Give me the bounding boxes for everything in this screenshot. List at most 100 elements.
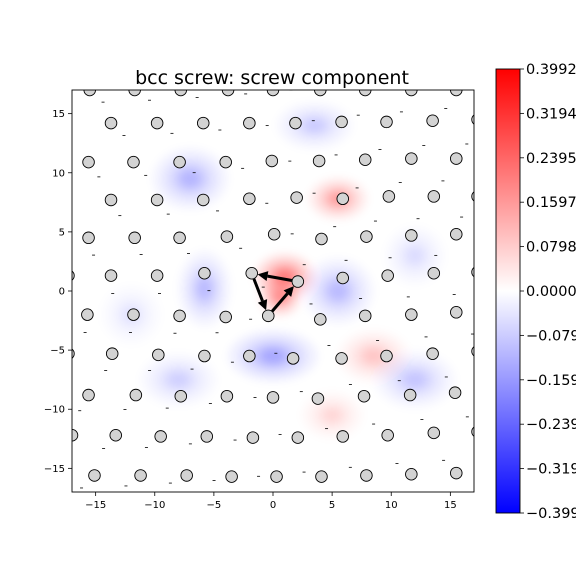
colorbar-tick-label: −0.3992 bbox=[526, 506, 576, 522]
burgers-arrow-shaft bbox=[252, 278, 264, 302]
x-tick-label: −15 bbox=[85, 500, 106, 511]
atom-point bbox=[72, 428, 79, 442]
atom-point bbox=[471, 266, 474, 278]
y-tick-label: −15 bbox=[44, 464, 65, 475]
atom-point bbox=[200, 430, 214, 443]
burgers-arrow-shaft bbox=[267, 274, 293, 282]
burgers-arrow bbox=[271, 286, 294, 313]
atom-layer bbox=[72, 90, 474, 489]
field-blob-3-3 bbox=[179, 170, 201, 188]
field-blob-5-3 bbox=[197, 278, 212, 300]
field-blob-6-3 bbox=[328, 281, 348, 301]
atom-point bbox=[221, 90, 235, 97]
colorbar-tick-label: 0.2395 bbox=[526, 151, 576, 167]
atom-point bbox=[154, 430, 167, 443]
atom-point bbox=[380, 115, 393, 129]
colorbar: 0.3992 0.3194 0.2395 0.1597 0.0798 0.0000 −0.0… bbox=[495, 62, 576, 522]
x-tick-label: 0 bbox=[270, 500, 276, 511]
burgers-arrow bbox=[252, 278, 268, 311]
atom-point bbox=[104, 116, 118, 130]
atom-point bbox=[291, 275, 305, 288]
atom-point bbox=[426, 114, 439, 127]
field-blob-9-3 bbox=[403, 371, 427, 388]
y-tick-label: 5 bbox=[59, 227, 65, 238]
atom-point bbox=[450, 306, 463, 319]
atom-point bbox=[134, 469, 147, 482]
x-tick-label: −5 bbox=[207, 500, 222, 511]
plot-area: −15 −10 −5 0 5 10 15 −15 −10 −5 0 5 10 15 bbox=[44, 89, 475, 511]
atom-point bbox=[243, 349, 256, 363]
atom-point bbox=[243, 116, 256, 130]
atom-point bbox=[450, 90, 463, 97]
atom-point bbox=[82, 388, 95, 402]
atom-point bbox=[312, 154, 326, 168]
field-blob-11-3 bbox=[323, 408, 341, 422]
atom-point bbox=[220, 230, 234, 243]
atom-point bbox=[405, 308, 418, 321]
atom-point bbox=[315, 232, 328, 246]
atom-point bbox=[266, 90, 280, 97]
atom-point bbox=[72, 348, 75, 359]
field-blob-10-3 bbox=[167, 372, 190, 387]
burgers-arrow-head bbox=[283, 286, 294, 297]
field-blob-7-3 bbox=[260, 348, 286, 364]
atom-point bbox=[266, 391, 280, 404]
atom-point bbox=[82, 231, 95, 245]
colorbar-tick-label: −0.1597 bbox=[526, 373, 576, 389]
atom-point bbox=[360, 469, 373, 482]
atom-point bbox=[245, 267, 258, 280]
y-tick-label: 15 bbox=[52, 109, 65, 120]
colorbar-tick-label: −0.2395 bbox=[526, 417, 576, 433]
colorbar-tick-label: −0.3194 bbox=[526, 462, 576, 478]
atom-point bbox=[358, 309, 372, 323]
atom-point bbox=[219, 310, 232, 324]
atom-point bbox=[83, 90, 96, 97]
y-tick-label: 10 bbox=[52, 168, 65, 179]
atom-point bbox=[291, 431, 305, 444]
atom-point bbox=[448, 386, 462, 399]
colorbar-tick-label: 0.1597 bbox=[526, 195, 576, 211]
burgers-arrow-head bbox=[257, 271, 269, 282]
atom-point bbox=[427, 426, 441, 440]
atom-point bbox=[198, 267, 211, 280]
chart-title: bcc screw: screw component bbox=[135, 67, 409, 89]
atom-point bbox=[336, 271, 350, 285]
atom-point bbox=[471, 114, 474, 125]
colorbar-tick-label: 0.0798 bbox=[526, 240, 576, 256]
atom-point bbox=[174, 389, 188, 403]
atom-point bbox=[405, 468, 418, 481]
atom-point bbox=[382, 190, 396, 203]
atom-point bbox=[267, 227, 281, 241]
atom-point bbox=[219, 155, 232, 169]
atom-point bbox=[173, 155, 186, 169]
atom-point bbox=[180, 469, 193, 482]
atom-point bbox=[270, 470, 283, 483]
atom-point bbox=[127, 308, 140, 321]
atom-point bbox=[72, 270, 75, 281]
x-tick-label: −10 bbox=[144, 500, 165, 511]
x-tick-label: 5 bbox=[329, 500, 335, 511]
burgers-arrow-layer bbox=[252, 271, 294, 313]
atom-point bbox=[358, 90, 372, 97]
atom-point bbox=[405, 152, 418, 165]
burgers-arrow-shaft bbox=[271, 292, 289, 313]
atom-point bbox=[198, 349, 211, 363]
atom-point bbox=[471, 346, 474, 357]
colorbar-tick-label: 0.3194 bbox=[526, 106, 576, 122]
atom-point bbox=[471, 191, 474, 202]
colorbar-gradient bbox=[495, 68, 521, 514]
atom-point bbox=[129, 388, 143, 402]
atom-point bbox=[265, 154, 279, 168]
atom-point bbox=[314, 313, 327, 326]
atom-point bbox=[358, 153, 372, 167]
colorbar-tick-label: −0.0798 bbox=[526, 328, 576, 344]
atom-point bbox=[357, 389, 371, 403]
atom-point bbox=[243, 192, 256, 206]
atom-point bbox=[128, 231, 141, 245]
atom-point bbox=[427, 267, 441, 280]
atom-point bbox=[82, 155, 95, 169]
atom-point bbox=[360, 230, 373, 243]
burgers-arrow bbox=[257, 271, 293, 282]
atom-point bbox=[450, 227, 463, 241]
